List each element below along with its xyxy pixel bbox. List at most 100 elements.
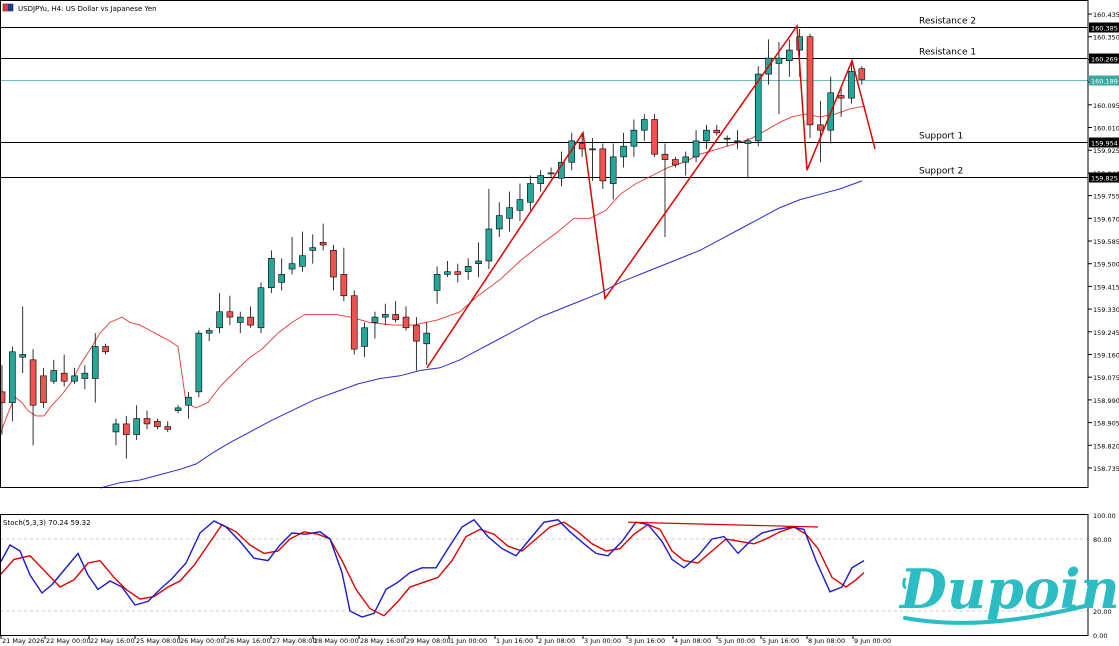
bullish-candle bbox=[516, 199, 524, 211]
x-axis-tick-label: 29 May 08:00 bbox=[406, 637, 451, 645]
x-axis-tick-label: 25 May 08:00 bbox=[136, 637, 181, 645]
stochastic-main-line bbox=[0, 518, 865, 618]
y-axis-tick-label: 159.925 bbox=[1093, 147, 1119, 155]
frame-layer bbox=[0, 0, 1089, 636]
bearish-candle bbox=[0, 391, 6, 403]
price-tag bbox=[1089, 75, 1119, 86]
stochastic-tick-label: 100.00 bbox=[1093, 512, 1116, 520]
bearish-candle bbox=[858, 68, 866, 80]
bullish-candle bbox=[589, 148, 596, 151]
stochastic-tick-label: 80.00 bbox=[1093, 536, 1112, 544]
bullish-candle bbox=[609, 156, 617, 184]
bullish-candle bbox=[9, 351, 16, 403]
bullish-candle bbox=[19, 354, 27, 358]
y-axis-tick-label: 159.160 bbox=[1093, 351, 1119, 359]
bullish-candle bbox=[640, 119, 648, 131]
bullish-candle bbox=[195, 332, 203, 393]
x-axis-tick-label: 26 May 00:00 bbox=[180, 637, 225, 645]
bearish-candle bbox=[817, 124, 824, 131]
bullish-candle bbox=[133, 418, 140, 435]
x-axis-tick-label: 9 Jun 00:00 bbox=[854, 637, 891, 645]
bearish-candle bbox=[837, 95, 845, 99]
bearish-candle bbox=[29, 359, 37, 406]
price-tag bbox=[1089, 22, 1119, 33]
bullish-candle bbox=[236, 316, 244, 323]
main-pane-frame bbox=[0, 0, 1089, 488]
level-label: Support 1 bbox=[919, 132, 963, 142]
y-axis-tick-label: 159.245 bbox=[1093, 329, 1119, 337]
bullish-candle bbox=[257, 287, 265, 329]
price-tag-label: 160.189 bbox=[1091, 78, 1118, 86]
y-axis-tick-label: 158.990 bbox=[1093, 397, 1119, 405]
bullish-candle bbox=[288, 263, 296, 270]
bullish-candle bbox=[620, 145, 627, 158]
bearish-candle bbox=[123, 423, 130, 435]
bearish-candle bbox=[661, 153, 669, 160]
levels-layer: Resistance 2 Resistance 1 Support 1 Support… bbox=[0, 17, 1088, 178]
bullish-candle bbox=[444, 271, 451, 275]
x-axis-tick-label: 5 Jun 00:00 bbox=[718, 637, 755, 645]
bullish-candle bbox=[506, 207, 513, 219]
bullish-candle bbox=[692, 140, 700, 158]
bullish-candle bbox=[754, 73, 762, 142]
bullish-candle bbox=[495, 215, 503, 230]
bullish-candle bbox=[174, 407, 182, 411]
bearish-candle bbox=[143, 418, 151, 425]
price-tag bbox=[1089, 172, 1119, 183]
level-label: Resistance 1 bbox=[919, 48, 976, 58]
bearish-candle bbox=[454, 271, 462, 275]
zigzag-layer bbox=[426, 23, 876, 369]
bullish-candle bbox=[734, 140, 741, 143]
x-axis-tick-label: 26 May 16:00 bbox=[226, 637, 271, 645]
divergence-line bbox=[627, 521, 819, 528]
y-axis-tick-label: 160.010 bbox=[1093, 125, 1119, 133]
bearish-candle bbox=[164, 426, 172, 430]
bearish-candle bbox=[651, 119, 658, 155]
logo-text: Dupoin bbox=[898, 557, 1119, 621]
y-axis-tick-label: 159.330 bbox=[1093, 306, 1119, 314]
y-axis-tick-label: 159.415 bbox=[1093, 283, 1119, 291]
x-axis-tick-label: 3 Jun 16:00 bbox=[628, 637, 665, 645]
y-axis-tick-label: 160.350 bbox=[1093, 34, 1119, 42]
bearish-candle bbox=[330, 250, 337, 278]
bullish-candle bbox=[485, 228, 493, 262]
price-tag bbox=[1089, 137, 1119, 148]
stochastic-tick-label: 0.00 bbox=[1093, 632, 1107, 640]
dupoin-logo: Dupoin bbox=[898, 557, 1119, 625]
bullish-candle bbox=[71, 375, 78, 382]
bullish-candle bbox=[381, 314, 389, 318]
x-axis-tick-label: 2 Jun 08:00 bbox=[538, 637, 575, 645]
price-tag-label: 160.385 bbox=[1091, 25, 1118, 33]
bullish-candle bbox=[216, 311, 223, 329]
bullish-candle bbox=[278, 274, 286, 283]
price-tag-label: 159.954 bbox=[1091, 140, 1118, 148]
bullish-candle bbox=[547, 172, 555, 175]
y-axis-tick-label: 159.670 bbox=[1093, 215, 1119, 223]
x-axis-tick-label: 22 May 16:00 bbox=[90, 637, 135, 645]
bullish-candle bbox=[723, 137, 731, 140]
y-axis-tick-label: 159.500 bbox=[1093, 261, 1119, 269]
level-label: Support 2 bbox=[919, 167, 963, 177]
stochastic-tick-label: 20.00 bbox=[1093, 608, 1112, 616]
x-axis-tick-label: 22 May 00:00 bbox=[46, 637, 91, 645]
bearish-candle bbox=[402, 316, 410, 329]
bullish-candle bbox=[361, 327, 368, 347]
bullish-candle bbox=[630, 129, 638, 147]
x-axis-tick-label: 1 Jun 00:00 bbox=[450, 637, 487, 645]
y-axis-tick-label: 158.820 bbox=[1093, 442, 1119, 450]
x-axis-tick-label: 5 Jun 16:00 bbox=[762, 637, 799, 645]
bullish-candle bbox=[433, 274, 441, 291]
bearish-candle bbox=[154, 420, 161, 427]
y-axis-tick-label: 158.905 bbox=[1093, 420, 1119, 428]
x-axis-tick-label: 28 May 16:00 bbox=[360, 637, 405, 645]
bullish-candle bbox=[299, 255, 306, 267]
y-axis-tick-label: 159.755 bbox=[1093, 193, 1119, 201]
stochastic-layer bbox=[0, 518, 1088, 618]
bullish-candle bbox=[205, 330, 213, 334]
bullish-candle bbox=[703, 129, 710, 142]
bullish-candle bbox=[527, 183, 534, 203]
stochastic-title: Stoch(5,3,3) 70.24 59.32 bbox=[3, 519, 91, 527]
x-axis-tick-label: 3 Jun 00:00 bbox=[584, 637, 621, 645]
